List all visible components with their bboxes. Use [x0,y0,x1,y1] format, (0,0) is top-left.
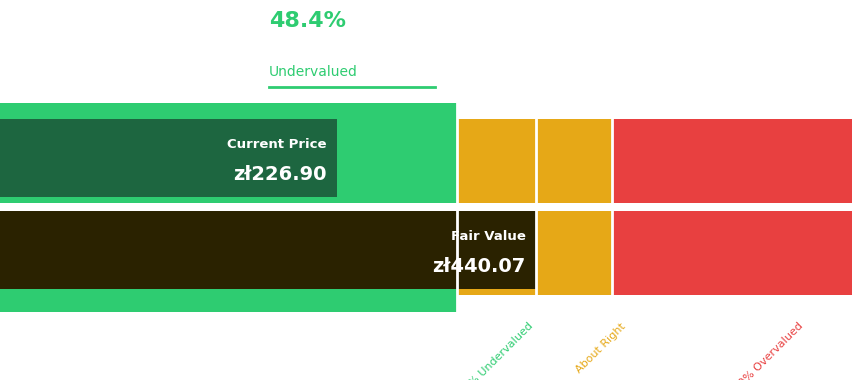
Text: zł440.07: zł440.07 [432,258,525,277]
Bar [457,211,535,295]
Text: Fair Value: Fair Value [450,230,525,242]
Text: 20% Undervalued: 20% Undervalued [457,321,534,380]
Text: Undervalued: Undervalued [268,65,357,79]
Text: About Right: About Right [573,321,627,375]
Bar [0,211,457,295]
Text: zł226.90: zł226.90 [233,166,326,185]
Bar [612,119,852,203]
Text: Current Price: Current Price [227,138,326,150]
Bar [0,103,457,119]
Bar [612,211,852,295]
Bar [0,119,337,197]
Bar [535,211,612,295]
Bar [535,119,612,203]
Bar [0,295,457,312]
Bar [0,211,535,289]
Text: 20% Overvalued: 20% Overvalued [732,321,804,380]
Bar [457,119,535,203]
Text: 48.4%: 48.4% [268,11,345,32]
Bar [0,119,457,203]
